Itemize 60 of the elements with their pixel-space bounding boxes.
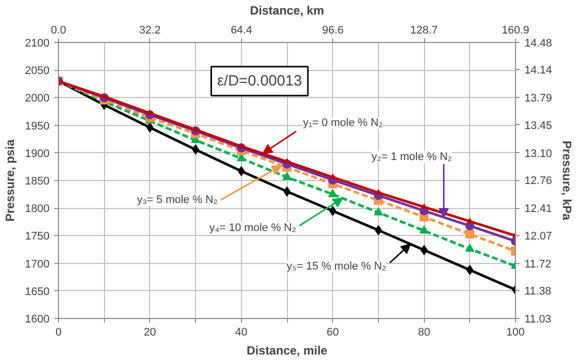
y2-tick-label: 12.41: [524, 203, 552, 216]
point: [282, 172, 292, 180]
point: [375, 189, 382, 195]
point: [374, 207, 383, 216]
x-tick-label: 0: [55, 326, 62, 338]
annotation: y₅= 15 % mole % N₂: [286, 260, 386, 273]
x2-tick-label: 64.4: [230, 24, 252, 36]
y-tick-label: 1850: [25, 176, 50, 188]
annotation: y₂= 1 mole % N₂: [372, 150, 452, 163]
x-tick-label: 60: [326, 326, 339, 338]
point: [192, 144, 200, 155]
y2-tick-label: 12.07: [524, 230, 552, 242]
x2-tick-label: 32.2: [139, 24, 161, 36]
x2-tick-label: 128.7: [410, 24, 438, 36]
y-tick-label: 1950: [25, 120, 50, 132]
y-tick-label: 1600: [25, 314, 50, 326]
y2-axis-title: Pressure, kPa: [560, 140, 574, 221]
x2-tick-label: 160.9: [502, 24, 530, 36]
y2-tick-label: 12.76: [524, 175, 552, 188]
x-tick-label: 20: [144, 326, 156, 338]
y2-tick-label: 14.14: [524, 64, 552, 77]
x-tick-label: 40: [235, 326, 248, 338]
y2-tick-label: 11.03: [524, 314, 552, 326]
y2-tick-label: 13.45: [524, 120, 552, 132]
annotation: y₁= 0 mole % N₂: [302, 117, 383, 130]
y-tick-label: 1900: [25, 148, 50, 160]
y2-tick-label: 13.79: [524, 92, 552, 105]
point: [284, 158, 290, 164]
x2-axis-title: Distance, km: [250, 4, 324, 18]
annotation: y₄= 10 mole % N₂: [209, 222, 296, 234]
point: [420, 245, 428, 256]
y2-tick-label: 13.10: [524, 148, 552, 160]
x-axis-title: Distance, mile: [246, 344, 328, 358]
y-tick-label: 2000: [25, 92, 50, 105]
point: [329, 206, 336, 216]
point: [465, 244, 474, 252]
x2-tick-label: 0.0: [50, 24, 66, 36]
point: [466, 264, 474, 275]
y-tick-label: 1650: [25, 286, 50, 298]
point: [146, 122, 154, 133]
y-tick-label: 2050: [25, 65, 50, 78]
x-tick-label: 80: [418, 326, 430, 338]
y2-tick-label: 11.72: [524, 258, 552, 270]
point: [465, 230, 474, 239]
point: [466, 218, 473, 224]
y2-tick-label: 14.48: [524, 38, 552, 50]
x2-tick-label: 96.6: [322, 24, 344, 36]
y-tick-label: 2100: [25, 38, 50, 50]
x-tick-label: 100: [506, 326, 525, 338]
y-tick-label: 1800: [25, 203, 50, 216]
point: [328, 189, 338, 198]
y2-tick-label: 11.38: [524, 286, 552, 298]
point: [374, 225, 382, 236]
annotation: ε/D=0.00013: [217, 72, 302, 90]
point: [146, 110, 153, 116]
annotation: y₃= 5 mole % N₂: [136, 194, 218, 206]
y-tick-label: 1700: [25, 258, 50, 270]
y-tick-label: 1750: [25, 230, 50, 243]
y-axis-title: Pressure, psia: [3, 139, 18, 222]
point: [238, 166, 245, 176]
